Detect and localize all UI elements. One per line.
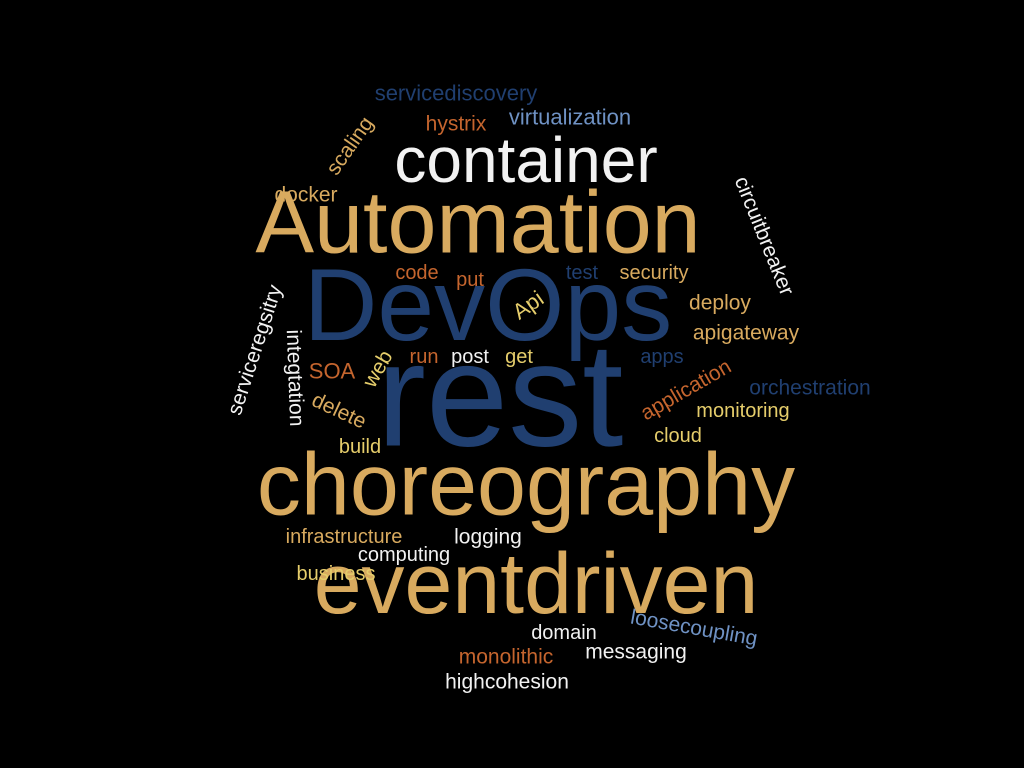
word-choreography: choreography	[257, 435, 795, 534]
word-post: post	[451, 346, 489, 368]
word-infrastructure: infrastructure	[286, 526, 403, 548]
word-monitoring: monitoring	[696, 400, 789, 422]
word-computing: computing	[358, 544, 450, 566]
word-put: put	[456, 269, 484, 291]
word-integtation: integtation	[282, 329, 308, 427]
word-apps: apps	[640, 346, 683, 368]
word-logging: logging	[454, 526, 522, 549]
word-servicediscovery: servicediscovery	[375, 81, 538, 106]
word-code: code	[395, 262, 438, 284]
word-soa: SOA	[309, 359, 356, 384]
word-virtualization: virtualization	[509, 105, 631, 130]
word-business: business	[297, 563, 376, 585]
word-orchestration: orchestration	[749, 377, 870, 400]
word-get: get	[505, 346, 533, 368]
word-test: test	[566, 262, 599, 284]
word-cloud: cloud	[654, 425, 702, 447]
word-apigateway: apigateway	[693, 322, 800, 345]
word-devops: DevOps	[304, 248, 672, 362]
word-hystrix: hystrix	[426, 113, 487, 136]
word-security: security	[620, 262, 689, 284]
word-rest: rest	[377, 313, 624, 478]
word-container: container	[394, 124, 657, 196]
word-highcohesion: highcohesion	[445, 671, 569, 694]
word-build: build	[339, 436, 381, 458]
word-deploy: deploy	[689, 292, 751, 315]
word-automation: Automation	[255, 173, 700, 272]
word-docker: docker	[274, 184, 337, 207]
word-eventdriven: eventdriven	[314, 536, 759, 632]
word-domain: domain	[531, 622, 597, 644]
word-monolithic: monolithic	[459, 646, 554, 669]
word-messaging: messaging	[585, 641, 687, 664]
word-run: run	[410, 346, 439, 368]
